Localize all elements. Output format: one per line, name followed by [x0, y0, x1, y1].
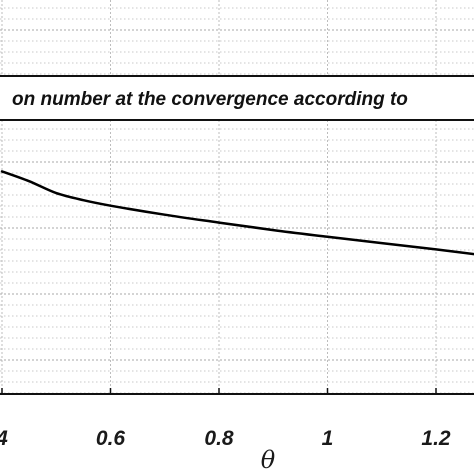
x-tick-label: 1.2: [421, 427, 451, 450]
chart-title: on number at the convergence according t…: [12, 89, 408, 110]
minor-grid: [0, 7, 474, 394]
series-line-0: [0, 170, 474, 256]
x-axis-label: θ: [261, 446, 276, 474]
title-box: on number at the convergence according t…: [0, 75, 474, 121]
x-tick-label: 0.8: [204, 427, 234, 450]
series-layer: [0, 170, 474, 256]
x-ticks: 4 0.6 0.8 1 1.2: [0, 388, 451, 450]
x-tick-label: 4: [0, 427, 8, 450]
title-box-frame: [0, 75, 474, 121]
x-tick-label: 0.6: [96, 427, 126, 450]
x-tick-label: 1: [322, 427, 334, 450]
